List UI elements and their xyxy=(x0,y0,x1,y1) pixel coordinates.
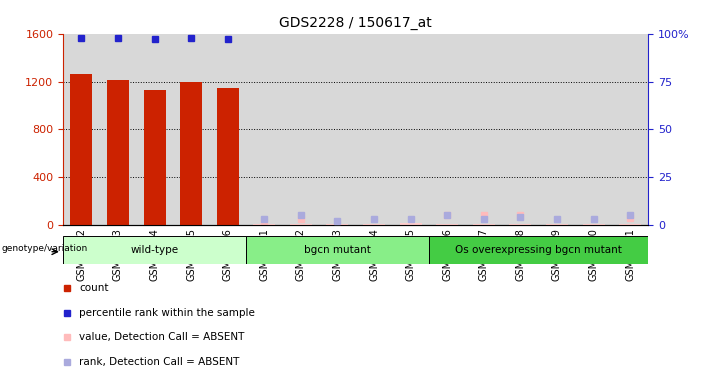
Bar xyxy=(180,82,202,225)
Bar xyxy=(393,34,429,225)
Bar xyxy=(63,236,246,264)
Bar xyxy=(246,34,283,225)
Bar xyxy=(327,224,348,225)
Bar xyxy=(290,224,312,225)
Bar xyxy=(136,34,173,225)
Text: rank, Detection Call = ABSENT: rank, Detection Call = ABSENT xyxy=(79,357,240,366)
Bar xyxy=(210,34,246,225)
Bar xyxy=(502,34,538,225)
Bar xyxy=(429,34,465,225)
Bar xyxy=(576,34,612,225)
Text: bgcn mutant: bgcn mutant xyxy=(304,245,371,255)
Bar xyxy=(510,224,531,225)
Text: count: count xyxy=(79,284,109,293)
Bar xyxy=(363,224,385,225)
Bar xyxy=(283,34,319,225)
Title: GDS2228 / 150617_at: GDS2228 / 150617_at xyxy=(280,16,432,30)
Text: genotype/variation: genotype/variation xyxy=(1,244,88,254)
Text: wild-type: wild-type xyxy=(130,245,179,255)
Text: percentile rank within the sample: percentile rank within the sample xyxy=(79,308,255,318)
Bar xyxy=(429,236,648,264)
Bar xyxy=(70,74,93,225)
Bar xyxy=(538,34,576,225)
Bar xyxy=(246,236,429,264)
Bar xyxy=(583,224,604,225)
Bar xyxy=(436,224,458,225)
Bar xyxy=(253,224,275,225)
Bar xyxy=(100,34,136,225)
Bar xyxy=(612,34,648,225)
Text: Os overexpressing bgcn mutant: Os overexpressing bgcn mutant xyxy=(455,245,622,255)
Bar xyxy=(319,34,355,225)
Bar xyxy=(472,224,495,225)
Bar xyxy=(63,34,100,225)
Bar xyxy=(144,90,165,225)
Bar xyxy=(107,80,129,225)
Bar xyxy=(356,34,393,225)
Bar xyxy=(217,87,238,225)
Bar xyxy=(546,224,568,225)
Bar xyxy=(619,224,641,225)
Bar xyxy=(465,34,502,225)
Text: value, Detection Call = ABSENT: value, Detection Call = ABSENT xyxy=(79,332,245,342)
Bar xyxy=(400,223,421,225)
Bar xyxy=(173,34,210,225)
